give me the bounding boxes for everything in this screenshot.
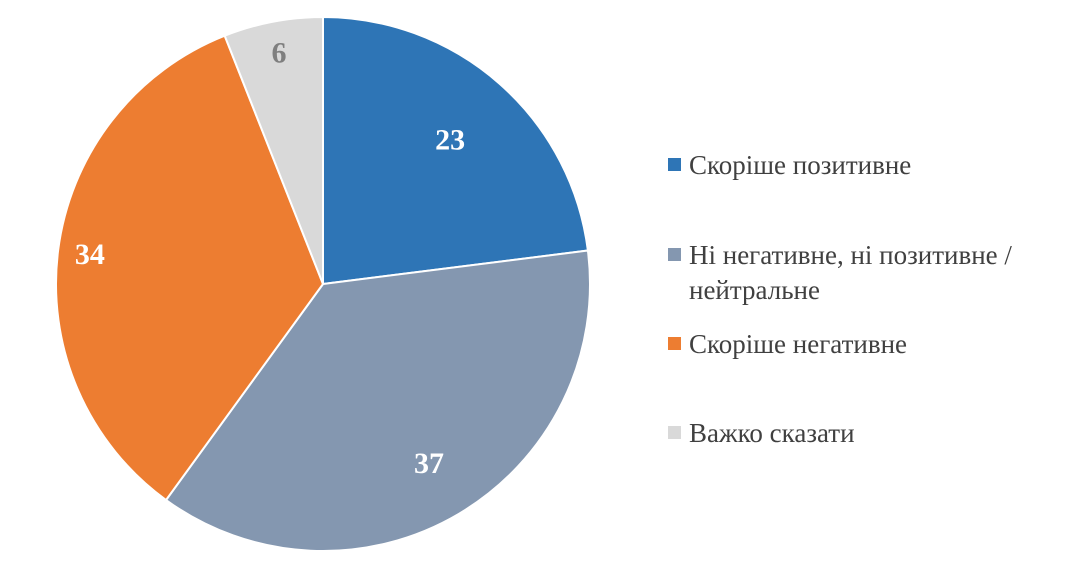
pie-slice-hard-to-say bbox=[223, 15, 324, 285]
legend-swatch-negative bbox=[668, 337, 681, 350]
legend-item-negative: Скоріше негативне bbox=[668, 327, 1078, 362]
data-label-negative: 34 bbox=[75, 238, 105, 271]
data-label-neutral: 37 bbox=[414, 447, 444, 480]
legend-item-hard-to-say: Важко сказати bbox=[668, 416, 1078, 451]
pie-slice-neutral bbox=[164, 249, 591, 552]
legend-item-neutral: Ні негативне, ні позитивне / нейтральне bbox=[668, 238, 1078, 308]
data-label-hard-to-say: 6 bbox=[271, 37, 286, 70]
legend-item-positive: Скоріше позитивне bbox=[668, 148, 1078, 183]
pie-slice-positive bbox=[322, 15, 590, 286]
pie-slice-negative bbox=[55, 34, 325, 502]
legend-label-hard-to-say: Важко сказати bbox=[689, 418, 855, 448]
pie-plot-area: 23 37 34 6 bbox=[55, 15, 591, 552]
legend-label-neutral: Ні негативне, ні позитивне / нейтральне bbox=[689, 240, 1012, 305]
legend-swatch-hard-to-say bbox=[668, 426, 681, 439]
legend-label-negative: Скоріше негативне bbox=[689, 329, 908, 359]
legend-swatch-positive bbox=[668, 158, 681, 171]
legend-label-positive: Скоріше позитивне bbox=[689, 150, 912, 180]
legend-swatch-neutral bbox=[668, 248, 681, 261]
data-label-positive: 23 bbox=[435, 123, 465, 156]
